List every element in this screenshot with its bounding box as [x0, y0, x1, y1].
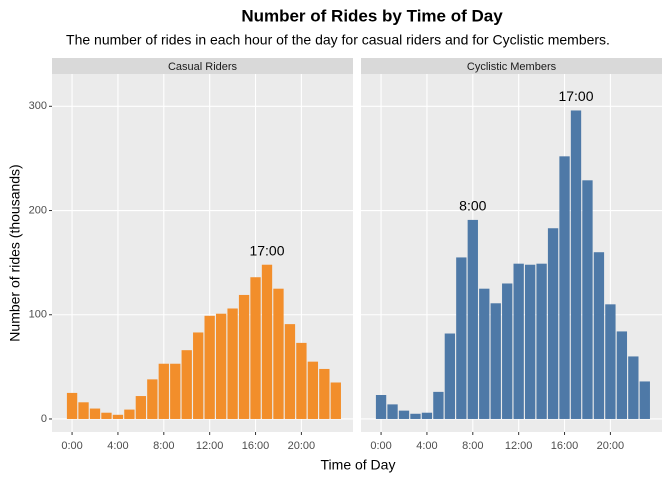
- bar: [547, 228, 559, 419]
- x-tick-label: 8:00: [462, 440, 483, 452]
- bar: [101, 412, 112, 419]
- panel-title: Cyclistic Members: [467, 61, 557, 73]
- bar: [330, 382, 341, 419]
- bar: [398, 410, 410, 419]
- x-tick-label: 20:00: [288, 440, 316, 452]
- bar: [181, 350, 192, 419]
- bar: [66, 392, 78, 419]
- bar: [89, 408, 101, 419]
- x-tick-label: 0:00: [61, 440, 82, 452]
- bar: [307, 361, 319, 419]
- annotation: 17:00: [249, 242, 284, 258]
- bar: [490, 303, 501, 419]
- x-tick-label: 0:00: [370, 440, 391, 452]
- bar: [112, 414, 124, 419]
- annotation: 8:00: [459, 198, 486, 214]
- x-tick-label: 20:00: [597, 440, 625, 452]
- x-tick-label: 16:00: [242, 440, 270, 452]
- bar: [570, 110, 582, 419]
- bar: [250, 277, 261, 419]
- bar: [238, 294, 250, 419]
- bar: [193, 332, 204, 419]
- bar: [227, 308, 238, 419]
- annotation: 17:00: [558, 88, 593, 104]
- bar: [147, 379, 158, 419]
- bar: [296, 342, 307, 419]
- y-axis-label: Number of rides (thousands): [7, 164, 23, 341]
- bar: [410, 413, 421, 419]
- bar: [559, 156, 570, 419]
- strip: [361, 58, 662, 74]
- bar: [135, 396, 147, 419]
- chart-subtitle: The number of rides in each hour of the …: [66, 32, 610, 48]
- bar: [536, 263, 547, 419]
- y-tick-label: 200: [29, 204, 47, 216]
- y-tick-label: 100: [29, 309, 47, 321]
- bar: [421, 412, 433, 419]
- bar: [593, 252, 605, 419]
- chart-title: Number of Rides by Time of Day: [241, 6, 503, 25]
- bar: [639, 381, 650, 419]
- bar: [204, 315, 215, 419]
- x-tick-label: 4:00: [107, 440, 128, 452]
- bar: [582, 180, 593, 419]
- bar: [513, 263, 524, 419]
- bar: [502, 283, 513, 419]
- x-tick-label: 4:00: [416, 440, 437, 452]
- bar: [605, 304, 616, 419]
- bar: [124, 409, 135, 419]
- bar: [444, 333, 456, 419]
- panel-title: Casual Riders: [168, 61, 238, 73]
- bar: [433, 391, 444, 419]
- bar: [284, 324, 296, 419]
- bar: [628, 356, 639, 419]
- y-tick-label: 300: [29, 100, 47, 112]
- bar: [170, 363, 181, 419]
- x-axis-label: Time of Day: [321, 457, 396, 473]
- x-tick-label: 16:00: [551, 440, 579, 452]
- strip: [52, 58, 353, 74]
- bar: [616, 331, 628, 419]
- bar: [467, 219, 478, 419]
- bar: [319, 368, 330, 419]
- bar: [387, 404, 398, 419]
- x-tick-label: 8:00: [153, 440, 174, 452]
- bar: [273, 288, 284, 419]
- bar: [261, 264, 273, 419]
- bar: [158, 363, 169, 419]
- y-tick-label: 0: [41, 413, 47, 425]
- x-tick-label: 12:00: [196, 440, 224, 452]
- bar: [524, 264, 536, 419]
- x-tick-label: 12:00: [505, 440, 533, 452]
- bar: [215, 313, 227, 419]
- bar: [375, 395, 387, 419]
- bar: [78, 402, 89, 419]
- bar: [479, 288, 490, 419]
- bar: [456, 257, 467, 419]
